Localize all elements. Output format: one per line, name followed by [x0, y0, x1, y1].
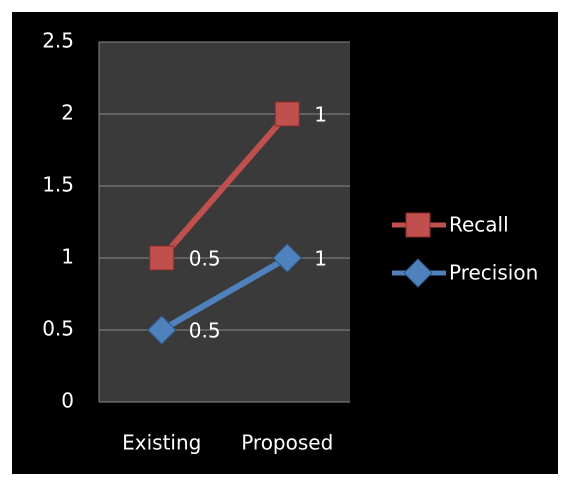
data-label: 1: [314, 103, 327, 127]
series-line: [159, 112, 290, 260]
series-line: [160, 255, 289, 333]
y-tick-label: 0.5: [42, 317, 74, 341]
data-label: 1: [314, 247, 327, 271]
marker: [405, 212, 431, 238]
legend-label: Precision: [449, 261, 538, 285]
y-tick-label: 0: [61, 389, 74, 413]
x-tick-label: Proposed: [241, 431, 333, 455]
y-tick-label: 2.5: [42, 29, 74, 53]
legend-label: Recall: [449, 213, 509, 237]
y-tick-label: 2: [61, 101, 74, 125]
marker: [272, 243, 302, 273]
y-tick-label: 1.5: [42, 173, 74, 197]
marker: [149, 245, 175, 271]
marker: [403, 258, 433, 288]
y-tick-label: 1: [61, 245, 74, 269]
marker: [147, 315, 177, 345]
plot-area: [99, 42, 350, 402]
x-tick-label: Existing: [122, 431, 201, 455]
data-label: 0.5: [189, 247, 221, 271]
marker: [274, 101, 300, 127]
data-label: 0.5: [189, 319, 221, 343]
